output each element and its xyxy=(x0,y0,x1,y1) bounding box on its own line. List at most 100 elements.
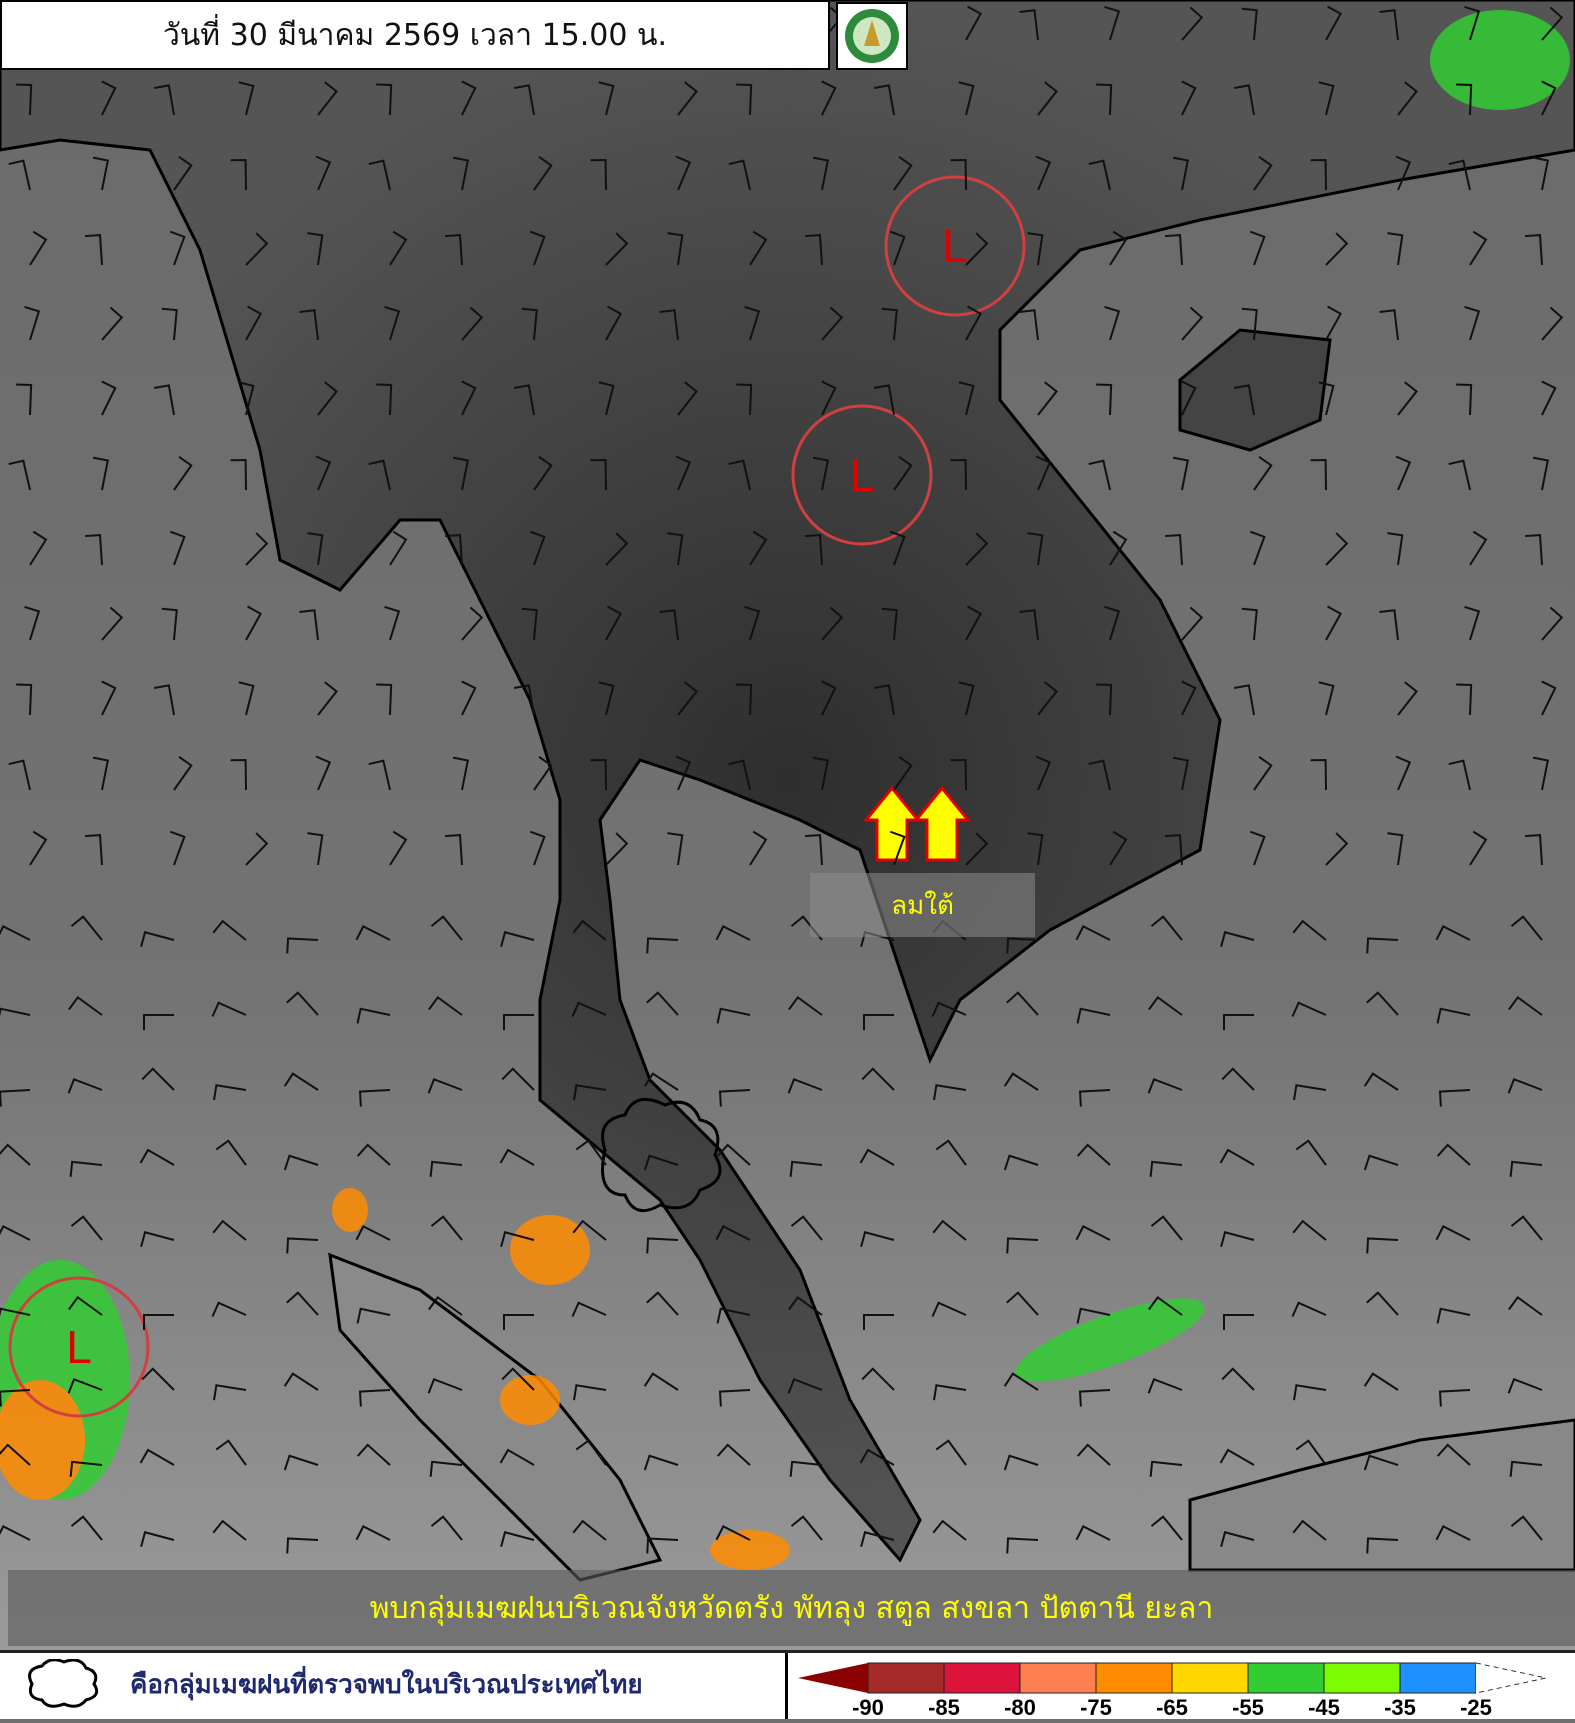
wind-barb-icon xyxy=(1435,1225,1471,1241)
wind-barb-icon xyxy=(1291,1301,1327,1317)
wind-barb-icon xyxy=(605,532,629,566)
wind-barb-icon xyxy=(368,159,391,191)
wind-barb-icon xyxy=(500,1531,535,1547)
wind-barb-icon xyxy=(1147,1077,1183,1094)
wind-barb-icon xyxy=(427,1377,463,1394)
wind-barb-icon xyxy=(245,232,269,266)
wind-barb-icon xyxy=(1469,530,1488,566)
tmd-logo xyxy=(836,2,908,70)
scale-swatch xyxy=(1019,1662,1097,1694)
wind-barb-icon xyxy=(1379,609,1399,641)
wind-barb-icon xyxy=(790,1515,823,1541)
wind-barb-icon xyxy=(1233,384,1255,416)
wind-barb-icon xyxy=(101,306,124,341)
wind-barb-icon xyxy=(821,380,837,416)
wind-barb-icon xyxy=(950,158,967,191)
wind-barb-icon xyxy=(787,1077,823,1094)
wind-barb-icon xyxy=(1027,232,1044,266)
satellite-map: L L L xyxy=(0,0,1575,1650)
wind-barb-icon xyxy=(572,1519,607,1541)
wind-barb-icon xyxy=(718,1389,751,1407)
wind-barb-icon xyxy=(1037,381,1058,416)
wind-barb-icon xyxy=(1006,1291,1039,1316)
wind-barb-icon xyxy=(1436,1007,1471,1024)
wind-barb-icon xyxy=(286,1291,319,1316)
wind-barb-icon xyxy=(749,230,768,266)
wind-barb-icon xyxy=(821,606,844,641)
wind-barb-icon xyxy=(1435,925,1471,941)
scale-label: -80 xyxy=(1004,1695,1036,1719)
wind-barb-icon xyxy=(605,832,629,866)
wind-barb-icon xyxy=(1172,756,1189,791)
wind-barb-icon xyxy=(140,931,175,947)
cloud-legend: คือกลุ่มเมฆฝนที่ตรวจพบในบริเวณประเทศไทย xyxy=(20,1659,643,1709)
wind-barb-icon xyxy=(1233,84,1255,116)
wind-barb-icon xyxy=(430,1515,463,1541)
wind-barb-icon xyxy=(1181,680,1197,716)
wind-barb-icon xyxy=(211,1001,247,1017)
wind-barb-icon xyxy=(0,1443,31,1466)
wind-barb-icon xyxy=(1233,684,1255,716)
wind-barb-icon xyxy=(1363,1154,1399,1171)
wind-barb-icon xyxy=(70,915,103,941)
wind-barb-icon xyxy=(1456,383,1473,416)
wind-barb-icon xyxy=(0,1389,31,1407)
wind-barb-icon xyxy=(1006,937,1039,954)
wind-barb-icon xyxy=(965,605,982,641)
wind-barb-icon xyxy=(307,232,324,266)
wind-barb-icon xyxy=(1006,991,1039,1016)
wind-barb-icon xyxy=(1088,159,1111,191)
wind-barb-icon xyxy=(29,530,48,566)
low-pressure-3: L xyxy=(8,1276,150,1418)
wind-barb-icon xyxy=(1035,455,1052,491)
wind-barb-icon xyxy=(861,1067,895,1091)
svg-text:L: L xyxy=(942,220,968,272)
wind-barb-icon xyxy=(358,1389,391,1407)
wind-barb-icon xyxy=(873,684,895,716)
wind-barb-icon xyxy=(501,1367,535,1391)
wind-barb-icon xyxy=(736,383,753,416)
wind-barb-icon xyxy=(70,1515,103,1541)
wind-barb-icon xyxy=(430,915,463,941)
wind-barb-icon xyxy=(0,1307,31,1317)
wind-barb-icon xyxy=(881,607,898,641)
wind-barb-icon xyxy=(1219,1448,1255,1466)
wind-barb-icon xyxy=(965,5,982,41)
wind-barb-icon xyxy=(677,681,698,716)
temperature-scale: -90 -85 -80 -75 -65 -55 -45 -35 -25 xyxy=(785,1653,1575,1720)
wind-barb-icon xyxy=(950,758,967,791)
wind-barb-icon xyxy=(69,1460,103,1477)
wind-barb-icon xyxy=(1310,758,1327,791)
wind-barb-icon xyxy=(230,458,247,491)
scale-label: -35 xyxy=(1384,1695,1416,1719)
wind-barb-icon xyxy=(1164,234,1183,266)
wind-annotation-text: ลมใต้ xyxy=(891,890,954,921)
wind-barb-icon xyxy=(1078,1389,1111,1407)
wind-barb-icon xyxy=(245,532,269,566)
wind-barb-icon xyxy=(389,230,408,266)
wind-barb-icon xyxy=(667,232,684,266)
wind-barb-icon xyxy=(677,381,698,416)
legend-bar: คือกลุ่มเมฆฝนที่ตรวจพบในบริเวณประเทศไทย … xyxy=(0,1650,1575,1720)
wind-barb-icon xyxy=(1293,1084,1327,1101)
rain-cloud-outline-icon xyxy=(601,1097,722,1213)
wind-barb-icon xyxy=(245,305,262,341)
wind-barb-icon xyxy=(958,381,975,416)
wind-barb-icon xyxy=(153,684,175,716)
wind-barb-icon xyxy=(590,158,607,191)
wind-barb-icon xyxy=(384,605,401,641)
wind-barb-icon xyxy=(1509,1160,1543,1177)
wind-barb-icon xyxy=(356,1443,391,1466)
wind-barb-icon xyxy=(573,1384,607,1401)
wind-barb-icon xyxy=(1221,1367,1255,1391)
scale-swatch xyxy=(867,1662,945,1694)
wind-barb-icon xyxy=(299,309,319,341)
wind-barb-icon xyxy=(513,84,535,116)
wind-barb-icon xyxy=(173,156,193,191)
wind-barb-icon xyxy=(429,1460,463,1477)
wind-barb-icon xyxy=(788,995,823,1016)
wind-barb-icon xyxy=(230,758,247,791)
wind-barb-icon xyxy=(1448,459,1471,491)
wind-barb-icon xyxy=(1325,305,1342,341)
wind-barb-icon xyxy=(1219,1148,1255,1166)
